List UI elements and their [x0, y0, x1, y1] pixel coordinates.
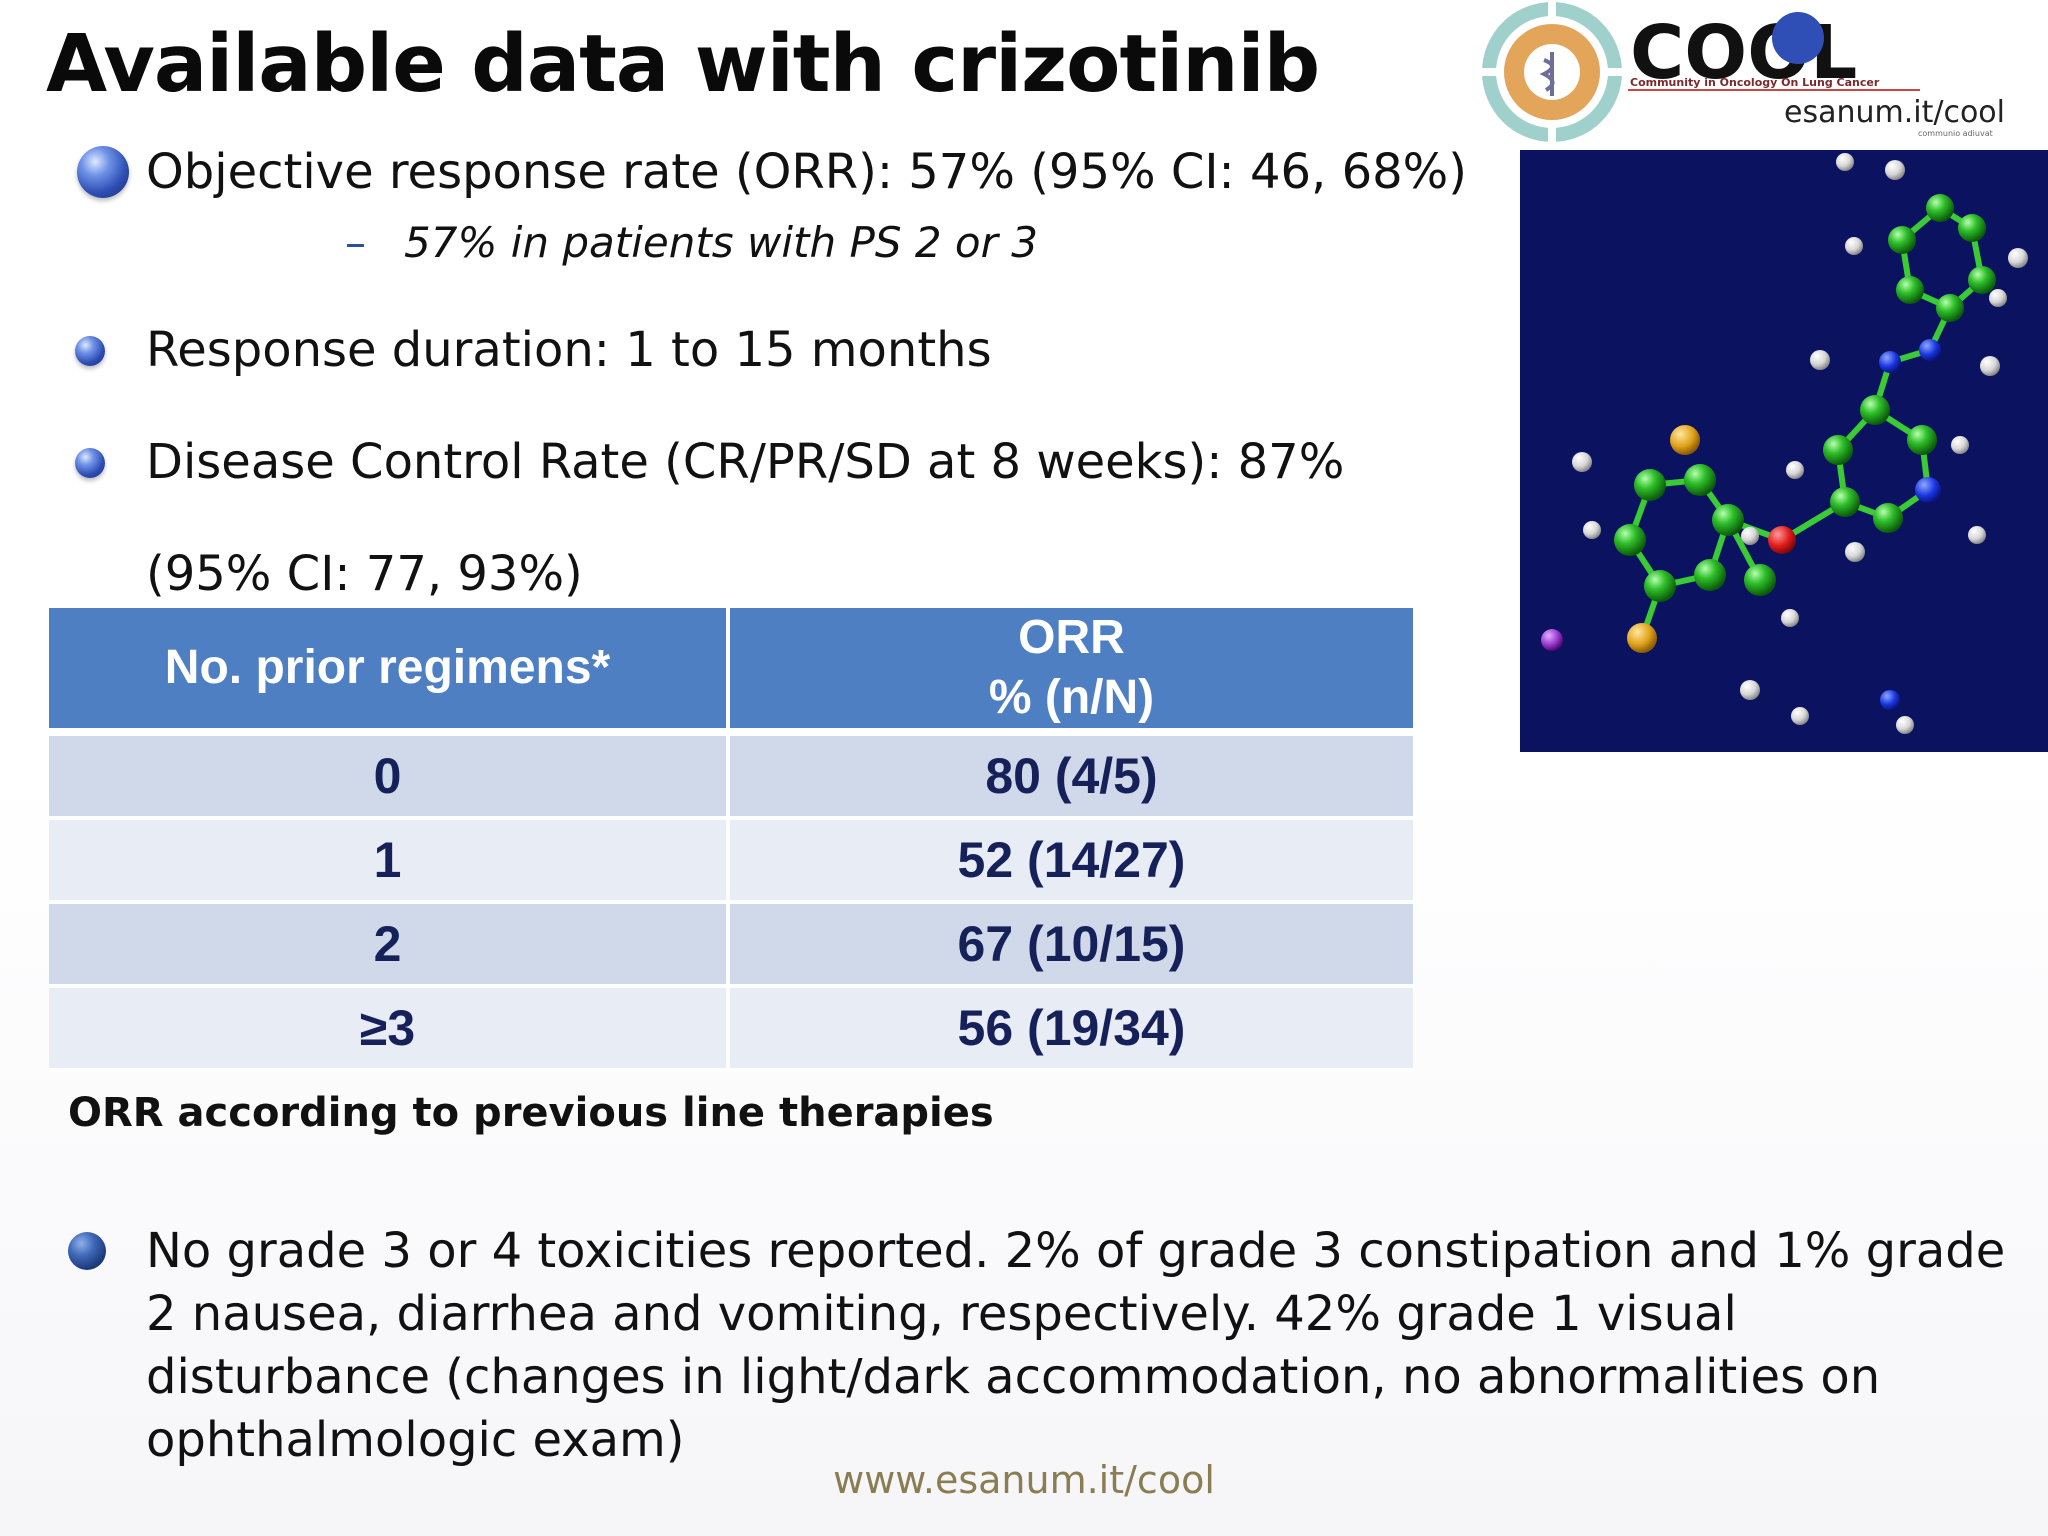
cell-regimens: 1: [49, 820, 730, 904]
table-row: 1 52 (14/27): [49, 820, 1413, 904]
bullet-dcr-ci: (95% CI: 77, 93%): [146, 546, 583, 602]
logo-sphere: [1772, 12, 1824, 64]
header-prior-regimens: No. prior regimens*: [49, 608, 730, 736]
cell-orr: 80 (4/5): [730, 736, 1413, 820]
orr-table: No. prior regimens* ORR % (n/N) 0 80 (4/…: [49, 608, 1413, 1072]
bullet-dcr: Disease Control Rate (CR/PR/SD at 8 week…: [146, 434, 1345, 490]
bullet-response-duration: Response duration: 1 to 15 months: [146, 322, 992, 378]
cell-regimens: 2: [49, 904, 730, 988]
table-row: 0 80 (4/5): [49, 736, 1413, 820]
cell-regimens: ≥3: [49, 988, 730, 1072]
cell-orr: 67 (10/15): [730, 904, 1413, 988]
table-caption: ORR according to previous line therapies: [68, 1090, 994, 1136]
slide-title: Available data with crizotinib: [46, 18, 1320, 110]
header-orr-line2: % (n/N): [988, 671, 1155, 724]
header-orr-line1: ORR: [1018, 611, 1125, 664]
cell-regimens: 0: [49, 736, 730, 820]
sphere-bullet-icon: [68, 1232, 106, 1270]
cell-orr: 56 (19/34): [730, 988, 1413, 1072]
caduceus-icon: [1482, 2, 1622, 142]
footer-url: www.esanum.it/cool: [833, 1458, 1215, 1502]
cool-logo: COOL Community in Oncology On Lung Cance…: [1482, 2, 2005, 142]
table-row: ≥3 56 (19/34): [49, 988, 1413, 1072]
header-orr: ORR % (n/N): [730, 608, 1413, 736]
bullet-orr: Objective response rate (ORR): 57% (95% …: [146, 144, 1467, 200]
bullet-toxicity: No grade 3 or 4 toxicities reported. 2% …: [146, 1223, 2006, 1468]
table-header-row: No. prior regimens* ORR % (n/N): [49, 608, 1413, 736]
logo-tagline: Community in Oncology On Lung Cancer: [1630, 76, 1880, 89]
molecule-image: [1520, 150, 2048, 752]
cell-orr: 52 (14/27): [730, 820, 1413, 904]
sub-bullet-text: 57% in patients with PS 2 or 3: [404, 218, 1038, 267]
table-row: 2 67 (10/15): [49, 904, 1413, 988]
sphere-bullet-icon: [75, 336, 105, 366]
logo-site: esanum.it/cool: [1784, 95, 2005, 130]
sphere-bullet-icon: [75, 448, 105, 478]
sphere-bullet-icon: [77, 146, 129, 198]
dash-marker: –: [345, 218, 366, 267]
sub-bullet-ps: –57% in patients with PS 2 or 3: [345, 218, 1038, 267]
logo-sub: communio adiuvat: [1918, 129, 1993, 138]
